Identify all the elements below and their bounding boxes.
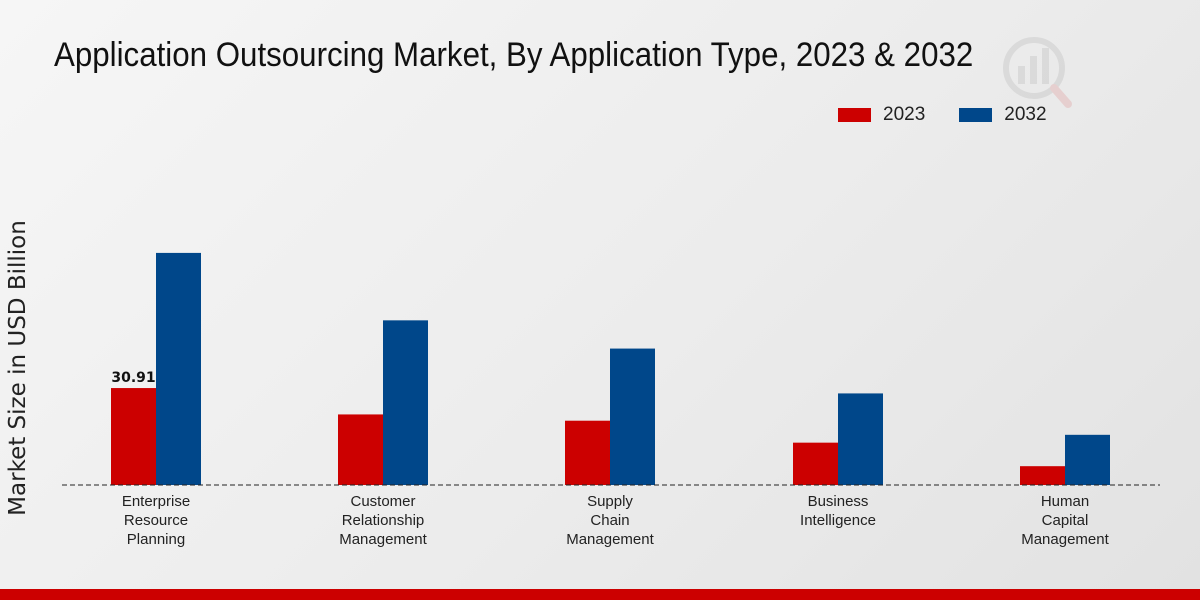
x-tick-label-business-intelligence: Business Intelligence [800,493,876,529]
bar-2032-business-intelligence [838,393,883,485]
bar-2032-customer-relationship-management [383,320,428,485]
legend-item-2023: 2023 [838,104,925,126]
bar-2023-customer-relationship-management [338,414,383,485]
legend-item-2032: 2032 [959,104,1047,126]
chart-title: Application Outsourcing Market, By Appli… [54,36,974,74]
data-label-2023-0: 30.91 [111,370,155,386]
x-tick-label-supply-chain-management: Supply Chain Management [566,493,654,548]
chart-legend: 2023 2032 [838,104,1047,126]
bar-2032-human-capital-management [1065,434,1110,485]
bar-2023-business-intelligence [793,442,838,485]
x-tick-label-human-capital-management: Human Capital Management [1021,493,1109,548]
bar-2023-supply-chain-management [565,420,610,485]
x-tick-label-enterprise-resource-planning: Enterprise Resource Planning [122,493,190,548]
bar-2023-human-capital-management [1020,466,1065,485]
bar-2023-enterprise-resource-planning [111,388,156,485]
legend-swatch-2032 [959,108,993,122]
legend-swatch-2023 [838,108,871,122]
x-axis-labels: Enterprise Resource Planning Customer Relati… [122,493,1110,548]
bar-2032-enterprise-resource-planning [156,252,201,485]
data-labels: 30.91 [111,370,155,386]
watermark-logo-icon [1000,30,1072,116]
footer-bar [0,589,1200,600]
bars-group [111,252,1110,485]
legend-label-2023: 2023 [883,104,926,125]
x-tick-label-customer-relationship-management: Customer Relationship Management [339,493,427,548]
legend-label-2032: 2032 [1004,104,1047,125]
bar-2032-supply-chain-management [610,348,655,485]
